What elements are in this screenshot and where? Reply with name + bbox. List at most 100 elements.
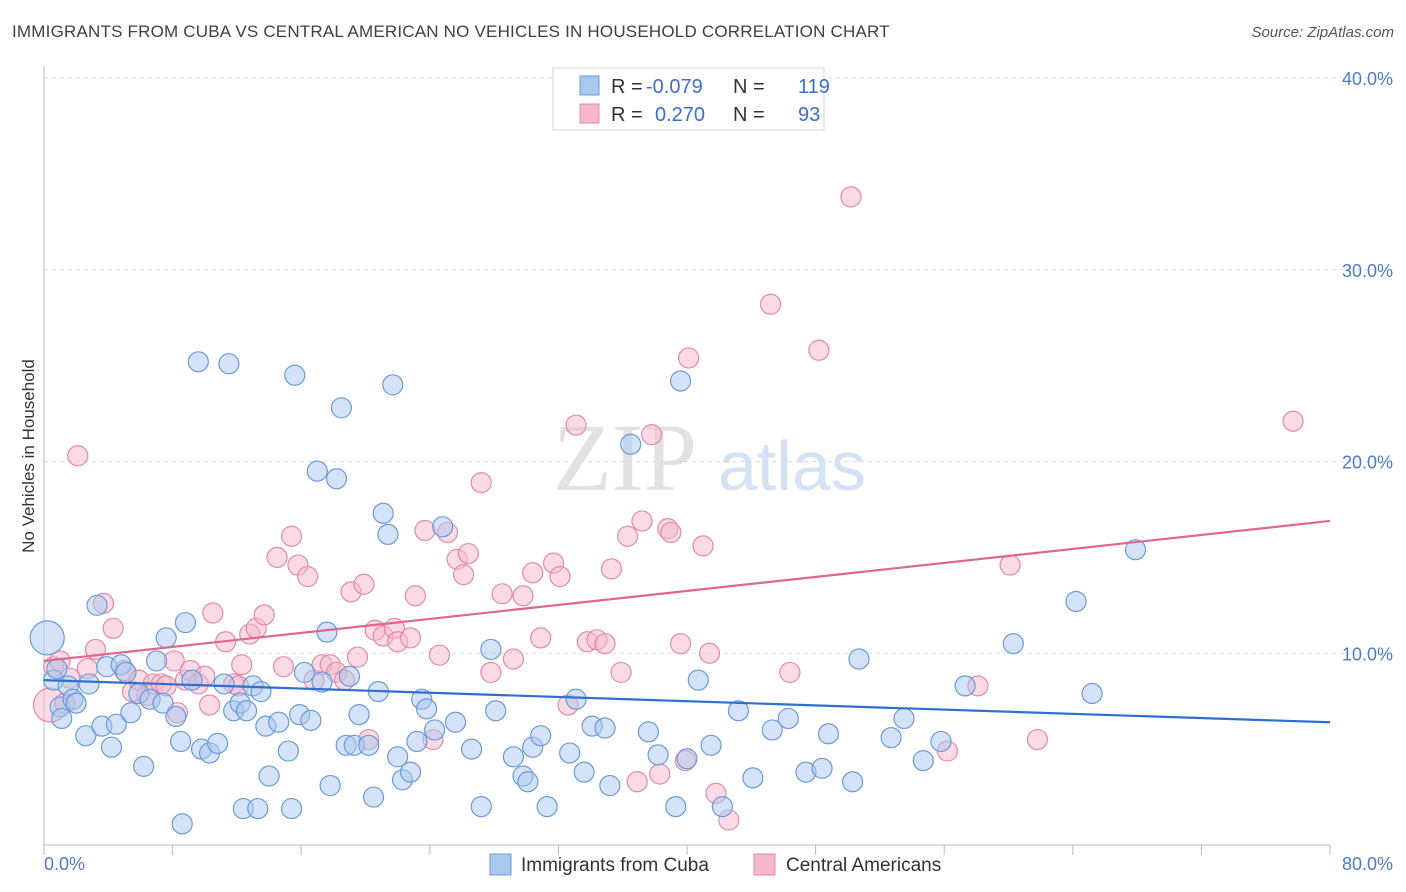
cuba-point-109	[848, 648, 870, 670]
cuba-point-106	[811, 757, 833, 779]
cuba-point-17	[120, 702, 142, 724]
cuba-point-102	[742, 767, 764, 789]
cuba-point-77	[470, 796, 492, 818]
cuba-point-2	[46, 657, 68, 680]
central-americans-point-77	[631, 510, 653, 532]
cuba-point-22	[152, 692, 174, 714]
cuba-point-50	[300, 709, 322, 731]
legend-label-cuba: Immigrants from Cuba	[521, 855, 709, 876]
central-americans-point-54	[428, 644, 451, 666]
cuba-point-49	[293, 661, 316, 684]
central-americans-point-74	[610, 661, 632, 684]
cuba-point-86	[559, 742, 581, 764]
cuba-point-23	[155, 627, 177, 649]
cuba-point-91	[599, 774, 621, 797]
central-americans-point-86	[698, 642, 721, 664]
cuba-point-51	[306, 460, 328, 482]
central-americans-point-65	[530, 627, 552, 649]
central-americans-point-97	[1282, 410, 1304, 432]
central-americans-point-24	[202, 602, 224, 624]
y-tick-labels: 10.0% 20.0% 30.0% 40.0%	[1342, 69, 1393, 664]
cuba-point-66	[382, 374, 404, 396]
central-americans-point-51	[404, 585, 426, 607]
cuba-point-75	[444, 711, 467, 733]
cuba-point-19	[133, 755, 155, 777]
central-americans-point-72	[594, 633, 616, 655]
central-americans-point-85	[692, 535, 714, 557]
stats-r-value-blue: -0.079	[646, 76, 703, 98]
cuba-point-80	[502, 746, 524, 768]
cuba-point-85	[536, 796, 558, 818]
central-americans-point-52	[414, 519, 436, 542]
central-americans-point-69	[565, 414, 587, 436]
y-tick-label-20: 20.0%	[1342, 453, 1393, 473]
cuba-point-115	[1002, 633, 1024, 655]
cuba-point-100	[711, 796, 733, 818]
central-americans-point-31	[253, 604, 275, 626]
central-americans-point-96	[1026, 728, 1049, 751]
central-americans-point-91	[808, 339, 830, 361]
cuba-point-108	[841, 771, 864, 793]
cuba-point-10	[86, 594, 108, 616]
cuba-point-41	[250, 680, 272, 703]
cuba-trend-line	[43, 678, 1331, 724]
cuba-point-113	[930, 730, 952, 753]
cuba-point-27	[174, 611, 197, 634]
cuba-point-43	[258, 765, 280, 787]
cuba-point-111	[893, 707, 915, 730]
series-legend: Immigrants from Cuba Central Americans	[489, 853, 941, 876]
central-americans-point-28	[231, 654, 253, 676]
watermark-atlas: atlas	[718, 427, 866, 505]
central-americans-point-67	[549, 565, 571, 588]
cuba-point-26	[171, 813, 193, 835]
central-americans-point-59	[470, 471, 492, 494]
central-americans-point-34	[280, 525, 303, 547]
cuba-point-38	[235, 700, 258, 722]
cuba-point-28	[181, 669, 203, 691]
cuba-point-16	[115, 661, 137, 684]
central-americans-point-78	[641, 424, 663, 446]
cuba-point-29	[187, 351, 209, 373]
y-tick-label-10: 10.0%	[1342, 644, 1393, 664]
y-tick-label-40: 40.0%	[1342, 69, 1393, 89]
cuba-point-32	[207, 732, 229, 754]
cuba-point-94	[647, 744, 669, 766]
cuba-point-88	[573, 761, 595, 783]
cuba-point-70	[406, 730, 428, 753]
cuba-point-92	[620, 433, 642, 455]
cuba-point-110	[880, 727, 902, 749]
central-americans-point-84	[678, 347, 700, 369]
cuba-point-7	[65, 692, 87, 714]
central-americans-point-89	[759, 293, 782, 315]
stats-legend-swatch-pink	[579, 103, 600, 124]
stats-r-label-blue: R =	[611, 76, 643, 98]
x-tick-label-max: 80.0%	[1342, 854, 1393, 874]
central-americans-point-43	[346, 646, 369, 668]
cuba-point-40	[247, 797, 269, 820]
central-americans-point-95	[999, 554, 1021, 576]
central-americans-point-5	[67, 445, 89, 467]
cuba-point-107	[817, 723, 840, 745]
central-americans-point-58	[457, 542, 479, 565]
cuba-point-87	[565, 688, 587, 710]
cuba-point-0	[29, 620, 65, 656]
x-tick-label-min: 0.0%	[44, 854, 85, 874]
stats-r-value-pink: 0.270	[655, 104, 705, 126]
central-americans-point-92	[840, 186, 862, 208]
gridlines	[44, 77, 1393, 654]
stats-legend: R = -0.079 N = 119 R = 0.270 N = 93	[552, 67, 830, 131]
central-americans-point-73	[600, 558, 623, 580]
cuba-point-34	[218, 353, 240, 375]
stats-n-value-blue: 119	[798, 76, 830, 98]
cuba-point-116	[1065, 590, 1087, 613]
cuba-point-69	[399, 761, 422, 783]
cuba-point-93	[637, 721, 660, 743]
legend-swatch-central-americans	[753, 853, 776, 876]
cuba-point-8	[75, 725, 97, 747]
y-axis-label: No Vehicles in Household	[19, 359, 38, 553]
stats-n-label-blue: N =	[733, 76, 765, 98]
source-label: Source: ZipAtlas.com	[1251, 24, 1394, 41]
central-americans-point-64	[522, 562, 544, 584]
y-tick-label-30: 30.0%	[1342, 261, 1393, 281]
